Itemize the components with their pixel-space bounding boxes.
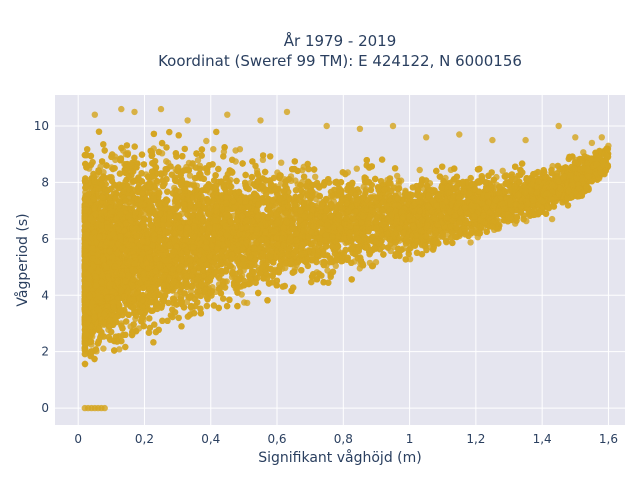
data-point xyxy=(417,167,423,173)
data-point xyxy=(278,160,284,166)
data-point xyxy=(203,138,209,144)
data-point xyxy=(244,300,250,306)
data-point xyxy=(210,146,216,152)
data-point xyxy=(232,147,238,153)
data-point xyxy=(467,239,473,245)
data-point xyxy=(100,345,106,351)
data-point xyxy=(312,174,318,180)
data-point xyxy=(354,166,360,172)
